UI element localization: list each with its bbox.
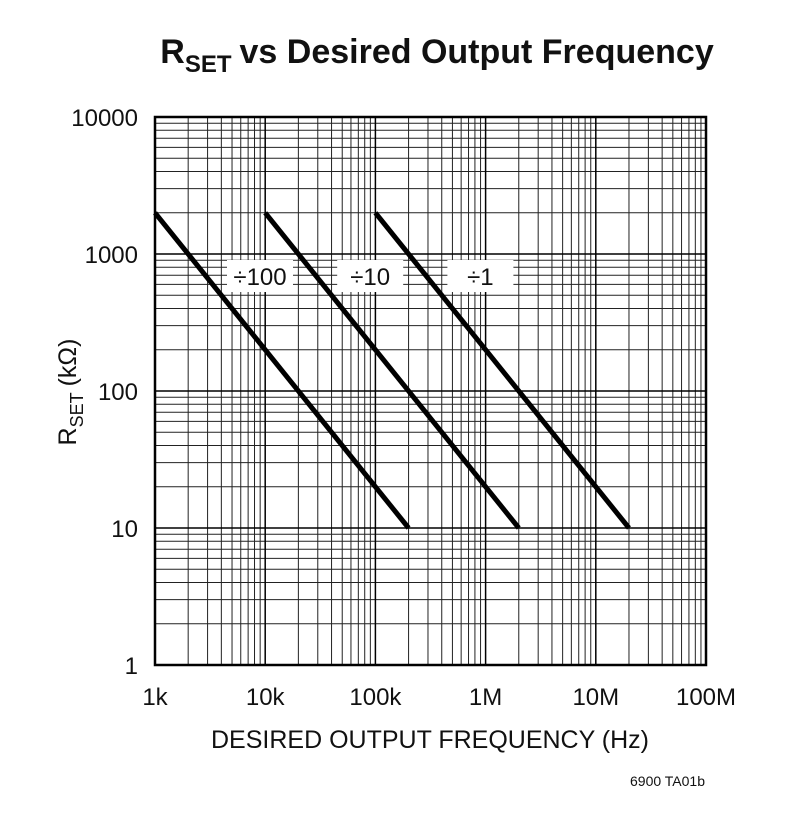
series-label: ÷100 — [233, 264, 286, 291]
y-label-sub: SET — [67, 392, 87, 427]
series-label-bg — [227, 260, 293, 292]
y-tick-label: 10 — [111, 516, 138, 543]
x-tick-label: 100M — [676, 684, 736, 711]
title-main: R — [160, 33, 185, 71]
series-line — [153, 211, 411, 530]
y-label-rest: (kΩ) — [54, 339, 82, 387]
x-tick-label: 100k — [349, 684, 402, 711]
y-tick-label: 10000 — [71, 105, 138, 132]
series-label: ÷1 — [467, 264, 494, 291]
series-label: ÷10 — [350, 264, 390, 291]
x-tick-label: 10k — [246, 684, 286, 711]
y-tick-label: 100 — [98, 379, 138, 406]
y-axis-label: RSET (kΩ) — [54, 339, 87, 446]
x-tick-label: 1k — [142, 684, 168, 711]
x-tick-label: 10M — [572, 684, 619, 711]
x-tick-label: 1M — [469, 684, 502, 711]
title-sub: SET — [185, 51, 232, 78]
series-line — [373, 211, 631, 530]
plot-frame — [153, 115, 708, 667]
series-label-bg — [447, 260, 514, 292]
title-rest: vs Desired Output Frequency — [240, 33, 714, 71]
x-axis-label: DESIRED OUTPUT FREQUENCY (Hz) — [211, 726, 649, 754]
y-tick-label: 1000 — [85, 242, 138, 269]
footnote: 6900 TA01b — [630, 773, 705, 789]
y-tick-label: 1 — [125, 653, 138, 680]
chart-title: RSET vs Desired Output Frequency — [160, 33, 714, 78]
series-line — [263, 211, 521, 530]
series-label-bg — [337, 260, 404, 292]
y-label-main: R — [54, 427, 82, 445]
